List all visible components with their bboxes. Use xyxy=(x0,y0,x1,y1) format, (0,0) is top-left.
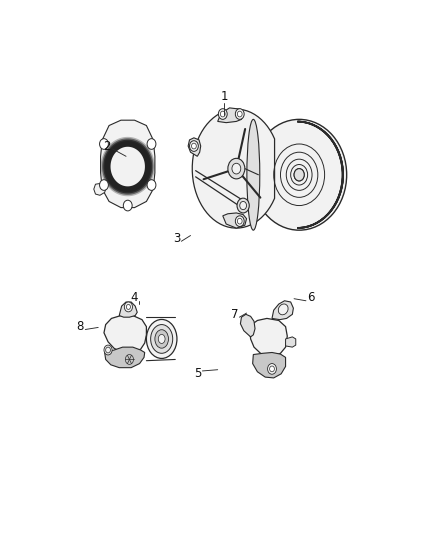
Polygon shape xyxy=(105,141,151,192)
Polygon shape xyxy=(105,347,145,368)
Circle shape xyxy=(127,304,131,309)
Ellipse shape xyxy=(146,319,177,358)
Circle shape xyxy=(240,201,247,209)
Circle shape xyxy=(147,139,156,149)
Circle shape xyxy=(99,139,108,149)
Polygon shape xyxy=(94,183,106,195)
Ellipse shape xyxy=(151,325,173,353)
Polygon shape xyxy=(102,138,153,195)
Circle shape xyxy=(124,302,132,312)
Polygon shape xyxy=(110,147,145,187)
Text: 2: 2 xyxy=(104,140,111,152)
Polygon shape xyxy=(240,314,255,337)
Polygon shape xyxy=(188,138,201,156)
Polygon shape xyxy=(101,137,155,196)
Text: 4: 4 xyxy=(131,292,138,304)
Circle shape xyxy=(147,180,156,190)
Circle shape xyxy=(104,345,112,355)
Ellipse shape xyxy=(247,119,260,230)
Text: 6: 6 xyxy=(307,292,315,304)
Ellipse shape xyxy=(278,304,288,315)
Circle shape xyxy=(235,216,244,227)
Polygon shape xyxy=(253,352,286,378)
Polygon shape xyxy=(104,316,146,352)
Circle shape xyxy=(237,111,242,117)
Circle shape xyxy=(228,158,245,179)
Text: 8: 8 xyxy=(77,320,84,333)
Text: 3: 3 xyxy=(173,232,180,245)
Polygon shape xyxy=(272,301,293,320)
Text: 7: 7 xyxy=(231,308,238,321)
Circle shape xyxy=(190,141,198,151)
Polygon shape xyxy=(107,144,148,189)
Polygon shape xyxy=(192,109,275,228)
Circle shape xyxy=(268,364,276,374)
Circle shape xyxy=(99,180,108,190)
Circle shape xyxy=(106,347,110,353)
Polygon shape xyxy=(223,213,247,228)
Polygon shape xyxy=(103,140,152,193)
Ellipse shape xyxy=(251,119,347,230)
Circle shape xyxy=(237,198,249,213)
Circle shape xyxy=(294,168,304,181)
Polygon shape xyxy=(101,120,155,207)
Circle shape xyxy=(191,143,196,149)
Circle shape xyxy=(235,109,244,119)
Polygon shape xyxy=(250,318,287,357)
Circle shape xyxy=(270,366,274,372)
Text: 1: 1 xyxy=(221,90,228,103)
Circle shape xyxy=(232,163,241,174)
Polygon shape xyxy=(119,302,137,317)
Ellipse shape xyxy=(155,330,169,348)
Polygon shape xyxy=(106,142,150,191)
Circle shape xyxy=(237,219,242,224)
Circle shape xyxy=(219,109,227,119)
Polygon shape xyxy=(110,147,146,187)
Polygon shape xyxy=(218,108,243,123)
Polygon shape xyxy=(109,146,147,188)
Ellipse shape xyxy=(158,334,165,343)
Circle shape xyxy=(220,111,225,117)
Text: 5: 5 xyxy=(194,367,201,381)
Polygon shape xyxy=(286,337,296,347)
Circle shape xyxy=(124,200,132,211)
